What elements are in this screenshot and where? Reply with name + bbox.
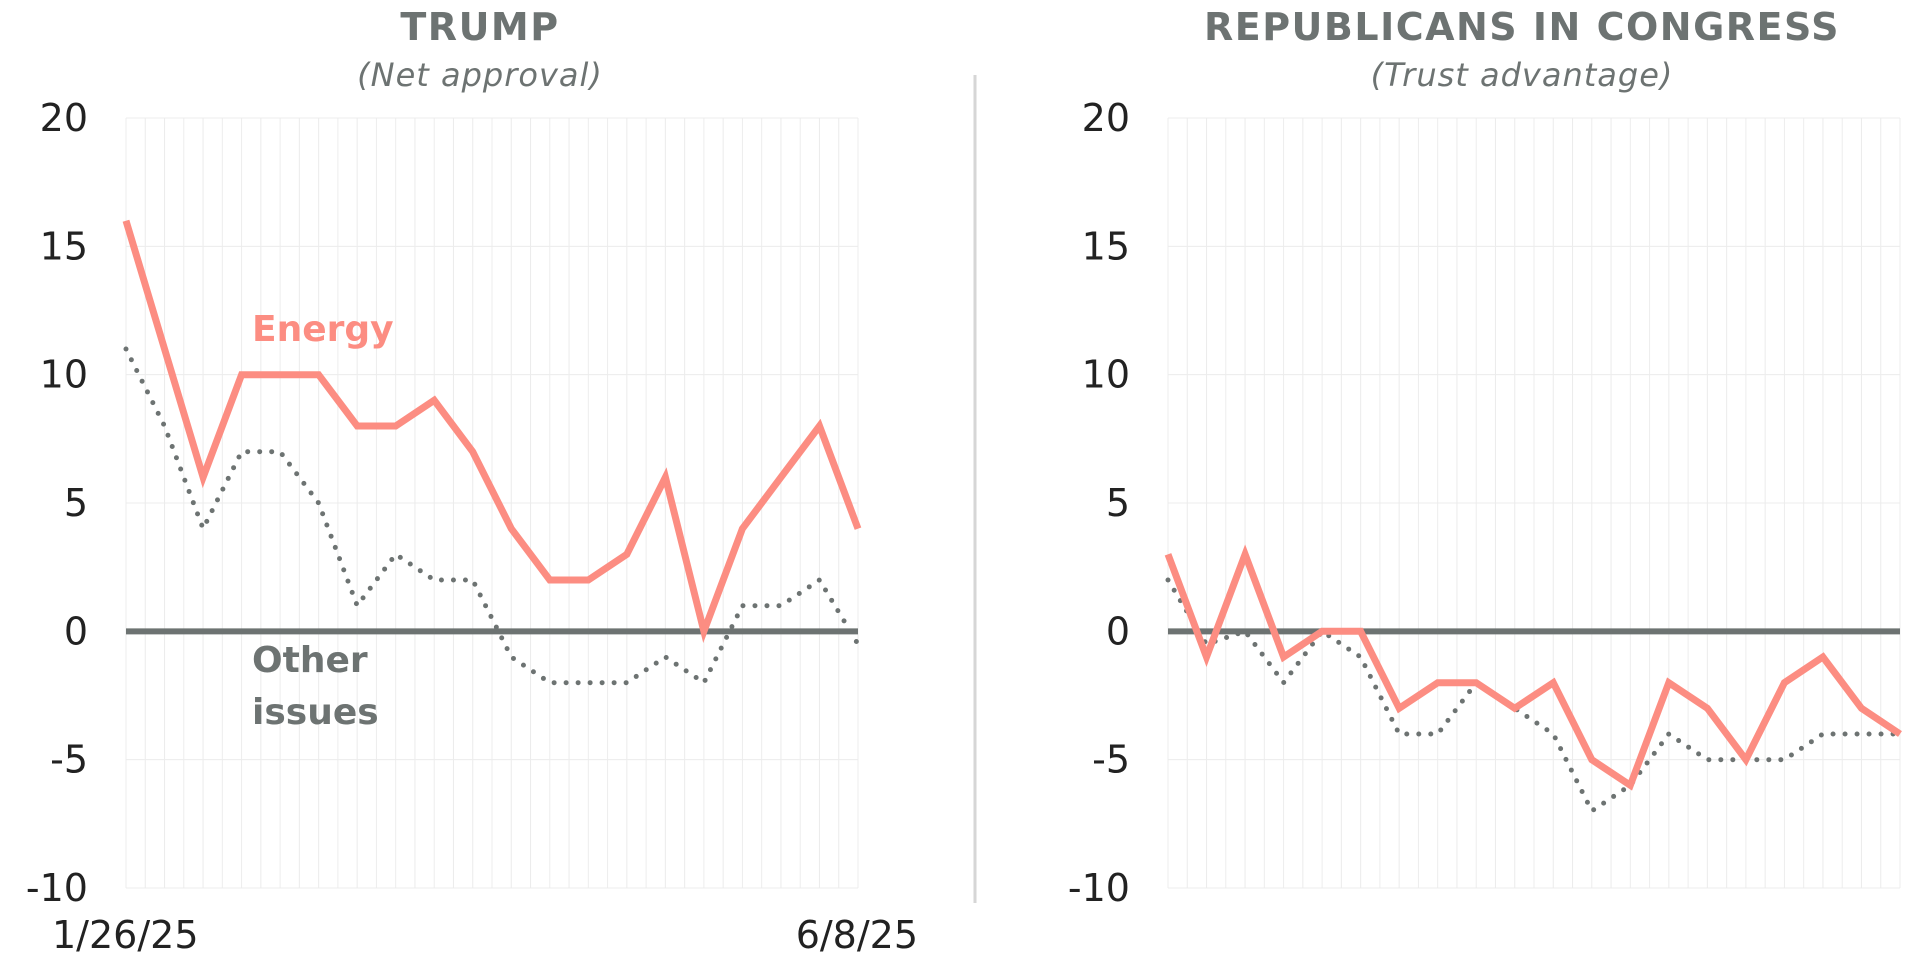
republicans-subtitle: (Trust advantage) [1371, 56, 1674, 94]
republicans-series-energy-line [1164, 544, 1902, 791]
trump-series-other-issues-line [123, 346, 861, 687]
republicans-series [1164, 544, 1903, 815]
y-tick-label: 15 [40, 224, 88, 268]
trump-subtitle: (Net approval) [357, 56, 603, 94]
y-tick-label: 20 [40, 96, 88, 140]
trump-y-axis: 20 15 10 5 0 -5 -10 [26, 96, 88, 910]
republicans-y-axis: 20 15 10 5 0 -5 -10 [1068, 96, 1130, 910]
x-start-label: 1/26/25 [52, 913, 199, 957]
trump-series-energy-line [122, 219, 862, 644]
other-issues-annotation-line1: Other [252, 640, 368, 681]
republicans-panel: REPUBLICANS IN CONGRESS (Trust advantage… [1068, 5, 1903, 910]
y-tick-label: 20 [1082, 96, 1130, 140]
republicans-title: REPUBLICANS IN CONGRESS [1204, 5, 1840, 49]
y-tick-label: -10 [1068, 866, 1130, 910]
y-tick-label: 0 [64, 609, 88, 653]
y-tick-label: -10 [26, 866, 88, 910]
trump-series [122, 219, 862, 687]
energy-annotation: Energy [252, 309, 394, 350]
y-tick-label: 5 [1106, 481, 1130, 525]
y-tick-label: 0 [1106, 609, 1130, 653]
trump-grid [125, 117, 859, 889]
other-issues-annotation-line2: issues [252, 692, 379, 733]
y-tick-label: 10 [1082, 353, 1130, 397]
x-end-label: 6/8/25 [796, 913, 918, 957]
y-tick-label: 5 [64, 481, 88, 525]
y-tick-label: 15 [1082, 224, 1130, 268]
y-tick-label: 10 [40, 353, 88, 397]
republicans-grid [1167, 117, 1901, 889]
trump-title: TRUMP [400, 5, 559, 49]
y-tick-label: -5 [1092, 738, 1130, 782]
trump-panel: TRUMP (Net approval) 20 15 10 5 0 -5 -10 Energ… [26, 5, 918, 957]
republicans-series-other-issues-line [1165, 577, 1903, 815]
y-tick-label: -5 [50, 738, 88, 782]
